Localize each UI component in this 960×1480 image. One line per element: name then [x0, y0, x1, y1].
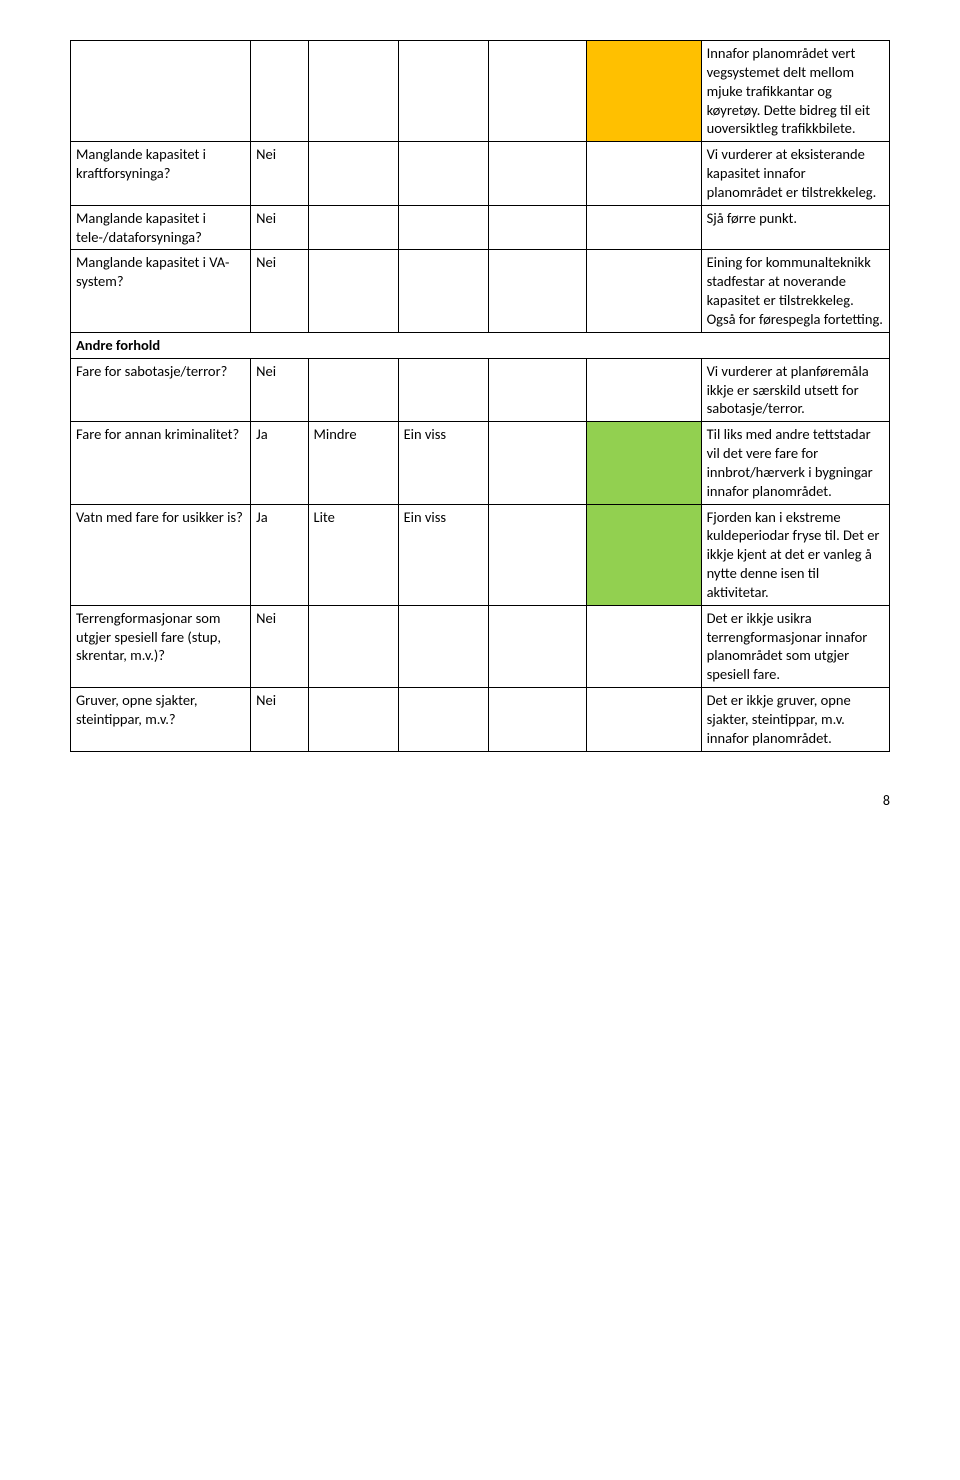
- cell-col7: Eining for kommunalteknikk stadfestar at…: [701, 250, 889, 332]
- cell-col4: [398, 688, 488, 752]
- cell-col7: Fjorden kan i ekstreme kuldeperiodar fry…: [701, 504, 889, 605]
- page-number: 8: [70, 792, 890, 810]
- cell-col2: Nei: [251, 605, 308, 687]
- cell-col4: Ein viss: [398, 504, 488, 605]
- cell-col3: [308, 41, 398, 142]
- table-row: Andre forhold: [71, 332, 890, 358]
- cell-col7: Vi vurderer at eksisterande kapasitet in…: [701, 142, 889, 206]
- cell-col5: [488, 422, 586, 504]
- cell-col4: [398, 358, 488, 422]
- cell-col2: Nei: [251, 358, 308, 422]
- table-row: Innafor planområdet vert vegsystemet del…: [71, 41, 890, 142]
- cell-col5: [488, 250, 586, 332]
- cell-col6: [586, 205, 701, 250]
- cell-col3: [308, 250, 398, 332]
- cell-col2: Nei: [251, 688, 308, 752]
- cell-col1: Terrengformasjonar som utgjer spesiell f…: [71, 605, 251, 687]
- section-header: Andre forhold: [71, 332, 890, 358]
- cell-col7: Det er ikkje gruver, opne sjakter, stein…: [701, 688, 889, 752]
- cell-col4: Ein viss: [398, 422, 488, 504]
- cell-col5: [488, 504, 586, 605]
- cell-col3: Mindre: [308, 422, 398, 504]
- cell-col2: Ja: [251, 422, 308, 504]
- table-row: Fare for annan kriminalitet?JaMindreEin …: [71, 422, 890, 504]
- cell-col3: Lite: [308, 504, 398, 605]
- cell-col7: Til liks med andre tettstadar vil det ve…: [701, 422, 889, 504]
- cell-col2: Ja: [251, 504, 308, 605]
- cell-col7: Innafor planområdet vert vegsystemet del…: [701, 41, 889, 142]
- cell-col6: [586, 41, 701, 142]
- cell-col6: [586, 688, 701, 752]
- cell-col4: [398, 205, 488, 250]
- cell-col7: Det er ikkje usikra terrengformasjonar i…: [701, 605, 889, 687]
- cell-col7: Sjå førre punkt.: [701, 205, 889, 250]
- cell-col5: [488, 41, 586, 142]
- cell-col2: Nei: [251, 250, 308, 332]
- cell-col3: [308, 142, 398, 206]
- table-row: Manglande kapasitet i VA-system?Nei Einin…: [71, 250, 890, 332]
- cell-col3: [308, 205, 398, 250]
- cell-col5: [488, 142, 586, 206]
- cell-col7: Vi vurderer at planføremåla ikkje er sær…: [701, 358, 889, 422]
- cell-col4: [398, 605, 488, 687]
- cell-col1: Manglande kapasitet i tele-/dataforsynin…: [71, 205, 251, 250]
- cell-col1: Manglande kapasitet i kraftforsyninga?: [71, 142, 251, 206]
- cell-col5: [488, 358, 586, 422]
- cell-col6: [586, 422, 701, 504]
- cell-col4: [398, 41, 488, 142]
- cell-col3: [308, 688, 398, 752]
- cell-col4: [398, 250, 488, 332]
- table-row: Manglande kapasitet i kraftforsyninga?Ne…: [71, 142, 890, 206]
- cell-col2: [251, 41, 308, 142]
- cell-col3: [308, 358, 398, 422]
- cell-col2: Nei: [251, 142, 308, 206]
- cell-col1: Fare for annan kriminalitet?: [71, 422, 251, 504]
- cell-col6: [586, 142, 701, 206]
- cell-col4: [398, 142, 488, 206]
- cell-col5: [488, 688, 586, 752]
- table-row: Fare for sabotasje/terror?Nei Vi vurderer…: [71, 358, 890, 422]
- cell-col5: [488, 605, 586, 687]
- table-row: Manglande kapasitet i tele-/dataforsynin…: [71, 205, 890, 250]
- cell-col2: Nei: [251, 205, 308, 250]
- table-row: Terrengformasjonar som utgjer spesiell f…: [71, 605, 890, 687]
- cell-col6: [586, 358, 701, 422]
- table-row: Gruver, opne sjakter, steintippar, m.v.?…: [71, 688, 890, 752]
- cell-col1: Fare for sabotasje/terror?: [71, 358, 251, 422]
- cell-col1: [71, 41, 251, 142]
- cell-col6: [586, 250, 701, 332]
- cell-col3: [308, 605, 398, 687]
- cell-col5: [488, 205, 586, 250]
- cell-col1: Manglande kapasitet i VA-system?: [71, 250, 251, 332]
- risk-table: Innafor planområdet vert vegsystemet del…: [70, 40, 890, 752]
- cell-col6: [586, 504, 701, 605]
- table-row: Vatn med fare for usikker is?JaLiteEin v…: [71, 504, 890, 605]
- cell-col1: Vatn med fare for usikker is?: [71, 504, 251, 605]
- cell-col1: Gruver, opne sjakter, steintippar, m.v.?: [71, 688, 251, 752]
- cell-col6: [586, 605, 701, 687]
